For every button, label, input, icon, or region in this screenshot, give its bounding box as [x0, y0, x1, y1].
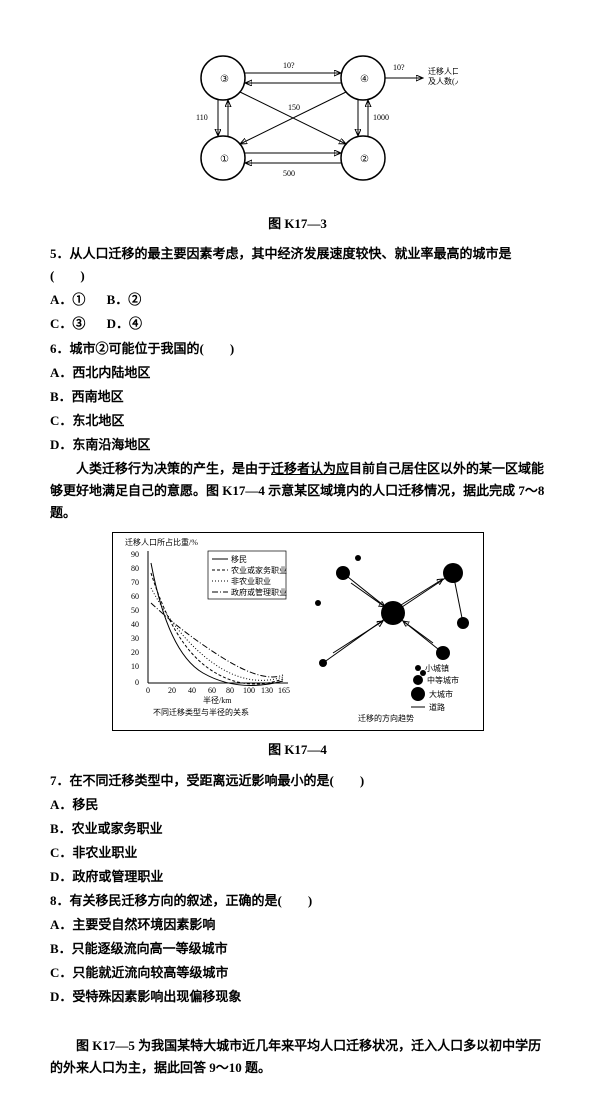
svg-text:70: 70 — [131, 578, 139, 587]
svg-text:③: ③ — [220, 74, 229, 85]
figure-k17-3-caption: 图 K17—3 — [50, 213, 545, 235]
svg-text:80: 80 — [226, 686, 234, 695]
svg-text:10?: 10? — [393, 63, 405, 72]
q8-opt-b: B．只能逐级流向高一等级城市 — [50, 938, 545, 960]
svg-text:及人数(人): 及人数(人) — [428, 76, 458, 86]
svg-text:10: 10 — [131, 662, 139, 671]
svg-text:迁移人口: 迁移人口 — [428, 66, 458, 76]
svg-text:80: 80 — [131, 564, 139, 573]
svg-text:60: 60 — [208, 686, 216, 695]
q6-opt-d: D．东南沿海地区 — [50, 434, 545, 456]
question-5-options-row2: C．③ D．④ — [50, 313, 545, 335]
svg-text:165: 165 — [278, 686, 290, 695]
svg-text:农业或家务职业: 农业或家务职业 — [231, 565, 287, 575]
q5-opt-a: A．① — [50, 289, 85, 311]
svg-text:150: 150 — [288, 103, 300, 112]
q7-opt-a: A．移民 — [50, 794, 545, 816]
svg-text:半径/km: 半径/km — [203, 695, 232, 705]
svg-text:1000: 1000 — [373, 113, 389, 122]
svg-text:中等城市: 中等城市 — [427, 675, 459, 685]
svg-text:0: 0 — [135, 678, 139, 687]
svg-text:0: 0 — [146, 686, 150, 695]
svg-text:迁移人口所占比重/%: 迁移人口所占比重/% — [125, 537, 198, 547]
q8-opt-d: D．受特殊因素影响出现偏移现象 — [50, 986, 545, 1008]
svg-text:②: ② — [360, 154, 369, 165]
svg-text:50: 50 — [131, 606, 139, 615]
svg-text:移民: 移民 — [231, 554, 247, 564]
figure-k17-4: 迁移人口所占比重/% 90 80 70 60 50 40 30 20 10 0 … — [50, 532, 545, 731]
svg-text:40: 40 — [188, 686, 196, 695]
svg-text:90: 90 — [131, 550, 139, 559]
svg-text:小城镇: 小城镇 — [425, 663, 449, 673]
figure-k17-4-caption: 图 K17—4 — [50, 739, 545, 761]
intro-7-8-underline: 迁移者认为应 — [271, 461, 349, 476]
q5-opt-b: B．② — [107, 289, 142, 311]
question-5: 5．从人口迁移的最主要因素考虑，其中经济发展速度较快、就业率最高的城市是( ) — [50, 243, 545, 287]
migration-chart: 迁移人口所占比重/% 90 80 70 60 50 40 30 20 10 0 … — [113, 533, 483, 723]
svg-text:500: 500 — [283, 169, 295, 178]
figure-k17-3: ③ ④ ① ② 10? 110 1000 500 150 10? 迁移人口 及人… — [50, 38, 545, 205]
q6-opt-a: A．西北内陆地区 — [50, 362, 545, 384]
svg-text:20: 20 — [168, 686, 176, 695]
svg-text:10?: 10? — [283, 61, 295, 70]
question-8: 8．有关移民迁移方向的叙述，正确的是( ) — [50, 890, 545, 912]
svg-text:40: 40 — [131, 620, 139, 629]
svg-text:100: 100 — [243, 686, 255, 695]
q7-opt-d: D．政府或管理职业 — [50, 866, 545, 888]
svg-text:60: 60 — [131, 592, 139, 601]
svg-text:130: 130 — [261, 686, 273, 695]
q6-opt-c: C．东北地区 — [50, 410, 545, 432]
intro-7-8-a: 人类迁移行为决策的产生，是由于 — [76, 461, 271, 476]
svg-text:①: ① — [220, 154, 229, 165]
question-5-options-row1: A．① B．② — [50, 289, 545, 311]
q8-opt-a: A．主要受自然环境因素影响 — [50, 914, 545, 936]
question-6: 6．城市②可能位于我国的( ) — [50, 338, 545, 360]
svg-text:30: 30 — [131, 634, 139, 643]
q6-opt-b: B．西南地区 — [50, 386, 545, 408]
svg-text:20: 20 — [131, 648, 139, 657]
svg-text:政府或管理职业: 政府或管理职业 — [231, 587, 287, 597]
svg-text:非农业职业: 非农业职业 — [231, 576, 271, 586]
svg-text:110: 110 — [196, 113, 208, 122]
q8-opt-c: C．只能就近流向较高等级城市 — [50, 962, 545, 984]
intro-7-8: 人类迁移行为决策的产生，是由于迁移者认为应目前自己居住区以外的某一区域能够更好地… — [50, 458, 545, 524]
network-diagram: ③ ④ ① ② 10? 110 1000 500 150 10? 迁移人口 及人… — [138, 38, 458, 198]
q7-opt-c: C．非农业职业 — [50, 842, 545, 864]
svg-text:迁移的方向趋势: 迁移的方向趋势 — [358, 713, 414, 723]
svg-text:不同迁移类型与半径的关系: 不同迁移类型与半径的关系 — [153, 707, 249, 717]
svg-text:道路: 道路 — [429, 702, 445, 712]
intro-9-10: 图 K17—5 为我国某特大城市近几年来平均人口迁移状况，迁入人口多以初中学历的… — [50, 1035, 545, 1079]
question-7: 7．在不同迁移类型中，受距离远近影响最小的是( ) — [50, 770, 545, 792]
svg-text:大城市: 大城市 — [429, 689, 453, 699]
q7-opt-b: B．农业或家务职业 — [50, 818, 545, 840]
svg-text:④: ④ — [360, 74, 369, 85]
q5-opt-c: C．③ — [50, 313, 85, 335]
q5-opt-d: D．④ — [107, 313, 142, 335]
